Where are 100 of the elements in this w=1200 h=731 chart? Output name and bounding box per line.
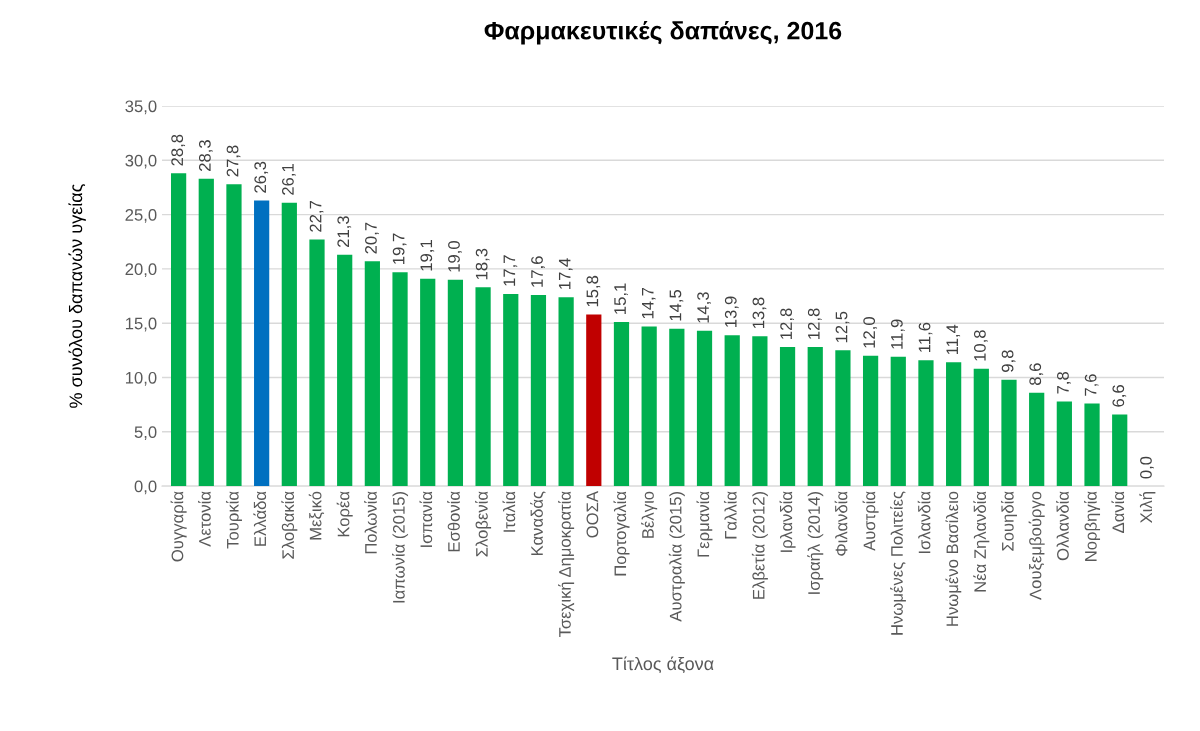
bar [254,200,270,487]
data-label: 15,1 [614,283,628,314]
x-tick-label: Τσεχική Δημοκρατία [558,491,575,638]
x-tick-label: Σουηδία [1000,491,1017,551]
data-label: 28,3 [198,140,213,171]
x-tick-label: Αυστρία [862,491,879,551]
bar [586,314,602,487]
bar [946,362,962,487]
x-tick-label: Ηνωμένο Βασίλειο [945,491,962,626]
bar [696,330,713,487]
x-tick-label: Γερμανία [696,491,713,557]
data-label: 21,3 [337,216,352,247]
data-label: 8,6 [1029,363,1044,386]
data-label: 12,8 [780,308,794,339]
data-label: 17,7 [503,255,518,286]
data-label: 26,1 [282,164,296,195]
bar [641,326,657,487]
x-tick-label: Πολωνία [364,491,377,554]
bar [835,350,851,487]
x-tick-label: Καναδάς [530,491,546,556]
bar [807,347,823,487]
x-tick-label: Ισπανία [419,491,433,547]
data-label: 11,6 [918,322,933,352]
bar [475,287,491,487]
x-tick-label: Ουγγαρία [170,491,187,562]
bar [724,335,740,487]
x-tick-label: Λετονία [198,491,211,547]
x-tick-label: Ισραήλ (2014) [807,492,824,594]
x-tick-label: Ιρλανδία [779,491,796,552]
bar [890,356,906,487]
data-label: 18,3 [475,248,490,280]
x-tick-label: Σλοβακία [281,491,298,559]
bar [392,272,408,487]
bar [364,261,380,487]
bar [337,254,353,487]
bar [752,336,768,487]
data-label: 19,0 [448,241,462,272]
data-label: 19,7 [392,233,407,264]
x-tick-label: Ιαπωνία (2015) [392,492,409,603]
data-label: 26,3 [254,161,269,193]
x-tick-label: Ελλάδα [253,491,267,546]
bar [918,360,934,487]
bar [171,173,187,487]
x-tick-label: Ισλανδία [917,491,931,554]
data-label: 13,8 [752,297,767,329]
data-label: 22,7 [309,201,324,232]
chart-title: Φαρμακευτικές δαπάνες, 2016 [484,20,842,45]
y-tick-label: 0,0 [134,480,157,495]
x-tick-label: Πορτογαλία [613,491,630,576]
bar [669,328,685,487]
data-label: 7,6 [1084,374,1099,396]
x-tick-label: Βέλγιο [641,491,658,538]
data-label: 27,8 [226,145,241,177]
x-tick-label: Δανία [1111,491,1125,533]
data-label: 0,0 [1140,456,1154,479]
y-tick-label: 20,0 [125,263,157,278]
y-tick-label: 35,0 [125,100,157,115]
x-tick-label: Τουρκία [225,491,242,549]
bar [779,347,796,487]
y-tick-label: 5,0 [134,426,157,440]
x-tick-label: ΟΟΣΑ [586,491,599,538]
bar [530,294,547,487]
x-tick-label: Ολλανδία [1056,491,1069,561]
data-label: 7,8 [1057,372,1071,394]
x-tick-label: Ελβετία (2012) [751,492,768,599]
x-tick-label: Γαλλία [723,491,737,539]
data-label: 9,8 [1001,350,1016,372]
data-label: 11,9 [890,319,905,349]
x-tick-label: Νορβηγία [1084,491,1101,561]
x-tick-label: Εσθονία [447,491,460,552]
x-tick-label: Μεξικό [308,491,325,540]
bar [309,239,325,487]
data-label: 10,8 [973,330,988,361]
data-label: 15,8 [586,275,601,307]
y-tick-label: 25,0 [125,209,157,223]
data-label: 12,0 [863,317,878,348]
bar [447,279,464,487]
bar [1056,401,1072,487]
bar [1112,414,1128,487]
x-tick-label: Λουξεμβούργο [1028,491,1045,600]
data-label: 11,4 [946,324,961,355]
data-label: 20,7 [365,222,379,254]
data-label: 14,7 [642,287,656,319]
y-axis-title: % συνόλου δαπανών υγείας [68,184,86,408]
bar [613,322,630,487]
data-label: 14,5 [669,289,684,321]
data-label: 28,8 [171,134,186,166]
bar [1084,403,1100,487]
bar [973,368,989,487]
bar [281,202,297,487]
bar [198,178,214,487]
y-tick-label: 10,0 [125,371,157,386]
x-tick-label: Σλοβενία [475,491,492,557]
data-label: 17,4 [558,258,573,289]
x-tick-label: Ιταλία [502,491,516,532]
x-tick-label: Ηνωμένες Πολιτείες [890,491,906,635]
data-label: 19,1 [420,240,435,271]
x-axis-title: Τίτλος άξονα [612,656,714,674]
x-tick-label: Αυστραλία (2015) [668,492,685,622]
bar [1001,379,1017,487]
